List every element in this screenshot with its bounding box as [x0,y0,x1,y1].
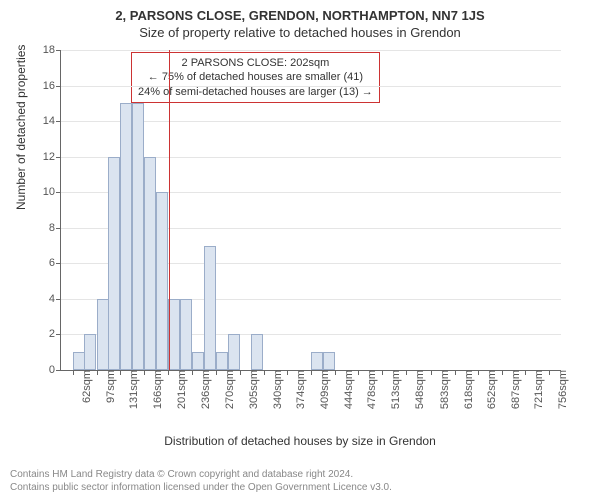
annotation-line2: ← 75% of detached houses are smaller (41… [138,70,373,84]
xtick-mark [144,370,145,375]
xtick-label: 652sqm [482,370,498,409]
xtick-label: 687sqm [506,370,522,409]
xtick-mark [287,370,288,375]
ytick-label: 0 [49,364,61,376]
histogram-bar [251,334,263,370]
xtick-label: 340sqm [268,370,284,409]
xtick-label: 166sqm [148,370,164,409]
histogram-bar [311,352,323,370]
xtick-label: 270sqm [220,370,236,409]
histogram-bar [144,157,156,370]
histogram-bar [108,157,120,370]
chart-title-main: 2, PARSONS CLOSE, GRENDON, NORTHAMPTON, … [0,0,600,23]
xtick-mark [431,370,432,375]
ytick-label: 8 [49,222,61,234]
xtick-label: 756sqm [553,370,569,409]
xtick-mark [502,370,503,375]
histogram-bar [192,352,204,370]
histogram-bar [73,352,85,370]
annotation-line3: 24% of semi-detached houses are larger (… [138,85,373,99]
ytick-label: 10 [43,186,61,198]
xtick-label: 305sqm [244,370,260,409]
xtick-mark [192,370,193,375]
xtick-label: 478sqm [362,370,378,409]
xtick-mark [382,370,383,375]
ytick-label: 16 [43,80,61,92]
xtick-label: 618sqm [459,370,475,409]
footer-attribution: Contains HM Land Registry data © Crown c… [10,468,392,494]
xtick-label: 513sqm [386,370,402,409]
xtick-label: 201sqm [172,370,188,409]
histogram-bar [228,334,240,370]
subject-marker-line [169,50,170,370]
histogram-bar [97,299,109,370]
xtick-mark [97,370,98,375]
xtick-label: 236sqm [196,370,212,409]
histogram-bar [323,352,335,370]
xtick-mark [455,370,456,375]
y-axis-label: Number of detached properties [14,45,28,210]
xtick-mark [335,370,336,375]
xtick-label: 548sqm [410,370,426,409]
chart-plot-area: 2 PARSONS CLOSE: 202sqm ← 75% of detache… [60,50,561,371]
histogram-bar [204,246,216,370]
xtick-mark [168,370,169,375]
footer-line2: Contains public sector information licen… [10,481,392,494]
xtick-label: 721sqm [529,370,545,409]
xtick-mark [478,370,479,375]
annotation-line1: 2 PARSONS CLOSE: 202sqm [138,56,373,70]
xtick-label: 97sqm [101,370,117,403]
ytick-label: 6 [49,257,61,269]
ytick-label: 18 [43,44,61,56]
x-axis-label: Distribution of detached houses by size … [0,434,600,448]
histogram-bar [216,352,228,370]
histogram-bar [120,103,132,370]
xtick-mark [358,370,359,375]
chart-container: 2, PARSONS CLOSE, GRENDON, NORTHAMPTON, … [0,0,600,500]
xtick-label: 131sqm [124,370,140,409]
xtick-mark [549,370,550,375]
histogram-bar [84,334,96,370]
xtick-mark [525,370,526,375]
ytick-label: 2 [49,328,61,340]
xtick-label: 583sqm [435,370,451,409]
xtick-label: 444sqm [339,370,355,409]
xtick-label: 374sqm [291,370,307,409]
footer-line1: Contains HM Land Registry data © Crown c… [10,468,392,481]
xtick-mark [406,370,407,375]
xtick-label: 409sqm [315,370,331,409]
chart-title-sub: Size of property relative to detached ho… [0,23,600,40]
ytick-label: 14 [43,115,61,127]
histogram-bar [156,192,168,370]
ytick-label: 12 [43,151,61,163]
xtick-mark [264,370,265,375]
xtick-mark [73,370,74,375]
ytick-label: 4 [49,293,61,305]
xtick-label: 62sqm [77,370,93,403]
gridline [61,50,561,51]
histogram-bar [132,103,144,370]
histogram-bar [168,299,180,370]
histogram-bar [180,299,192,370]
xtick-mark [311,370,312,375]
xtick-mark [120,370,121,375]
gridline [61,86,561,87]
xtick-mark [240,370,241,375]
xtick-mark [216,370,217,375]
